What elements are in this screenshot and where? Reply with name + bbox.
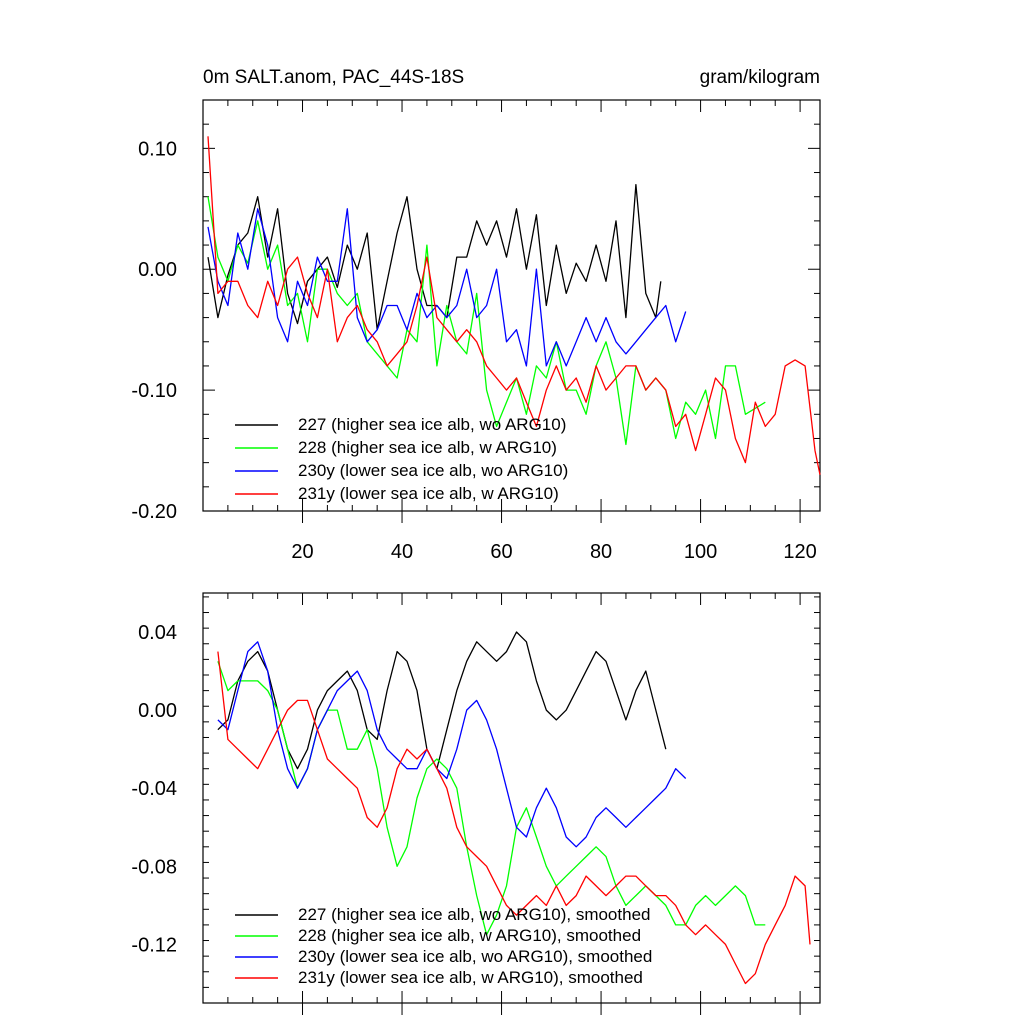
x-tick-label: 120: [783, 541, 816, 563]
series-line: [217, 661, 766, 936]
x-tick-label: 20: [291, 541, 313, 563]
y-tick-label: -0.10: [131, 380, 177, 402]
bottom-panel: 0.04 0.00 -0.04 -0.08 -0.12 227 (higher sea …: [131, 592, 821, 1015]
x-tick-label: 60: [490, 541, 512, 563]
chart-title: 0m SALT.anom, PAC_44S-18S: [203, 67, 464, 88]
legend-label: 230y (lower sea ice alb, wo ARG10): [298, 461, 568, 480]
plot-frame: [202, 99, 821, 512]
y-tick-label: 0.10: [138, 138, 177, 160]
y-tick-label: 0.00: [138, 259, 177, 281]
x-ticks: [202, 593, 801, 1015]
x-tick-label: 40: [391, 541, 413, 563]
x-tick-label: 100: [684, 541, 717, 563]
x-ticks: 20 40 60 80 100 120: [202, 100, 817, 563]
legend: 227 (higher sea ice alb, wo ARG10) 228 (h…: [235, 415, 568, 503]
legend-label: 231y (lower sea ice alb, w ARG10): [298, 484, 559, 503]
series-line: [217, 641, 687, 848]
y-tick-label: 0.04: [138, 622, 177, 644]
legend-label: 228 (higher sea ice alb, w ARG10), smoot…: [298, 926, 641, 945]
plot-frame: [202, 592, 821, 1004]
series-lines: [207, 136, 821, 475]
series-line: [207, 196, 766, 446]
y-tick-label: -0.08: [131, 856, 177, 878]
series-lines: [217, 631, 811, 985]
units-label: gram/kilogram: [700, 67, 820, 88]
legend-label: 228 (higher sea ice alb, w ARG10): [298, 438, 557, 457]
y-tick-label: -0.04: [131, 778, 177, 800]
legend: 227 (higher sea ice alb, wo ARG10), smoo…: [235, 905, 652, 987]
legend-label: 227 (higher sea ice alb, wo ARG10), smoo…: [298, 905, 650, 924]
x-tick-label: 80: [590, 541, 612, 563]
series-line: [207, 136, 821, 475]
legend-label: 231y (lower sea ice alb, w ARG10), smoot…: [298, 968, 643, 987]
series-line: [207, 208, 687, 367]
legend-label: 230y (lower sea ice alb, wo ARG10), smoo…: [298, 947, 652, 966]
y-tick-label: -0.12: [131, 934, 177, 956]
y-ticks: 0.04 0.00 -0.04 -0.08 -0.12: [131, 596, 820, 1004]
y-tick-label: -0.20: [131, 501, 177, 523]
y-tick-label: 0.00: [138, 700, 177, 722]
legend-label: 227 (higher sea ice alb, wo ARG10): [298, 415, 566, 434]
y-ticks: 0.10 0.00 -0.10 -0.20: [131, 99, 820, 523]
series-line: [217, 631, 667, 770]
series-line: [217, 651, 811, 985]
top-panel: 0m SALT.anom, PAC_44S-18S gram/kilogram …: [131, 67, 821, 563]
